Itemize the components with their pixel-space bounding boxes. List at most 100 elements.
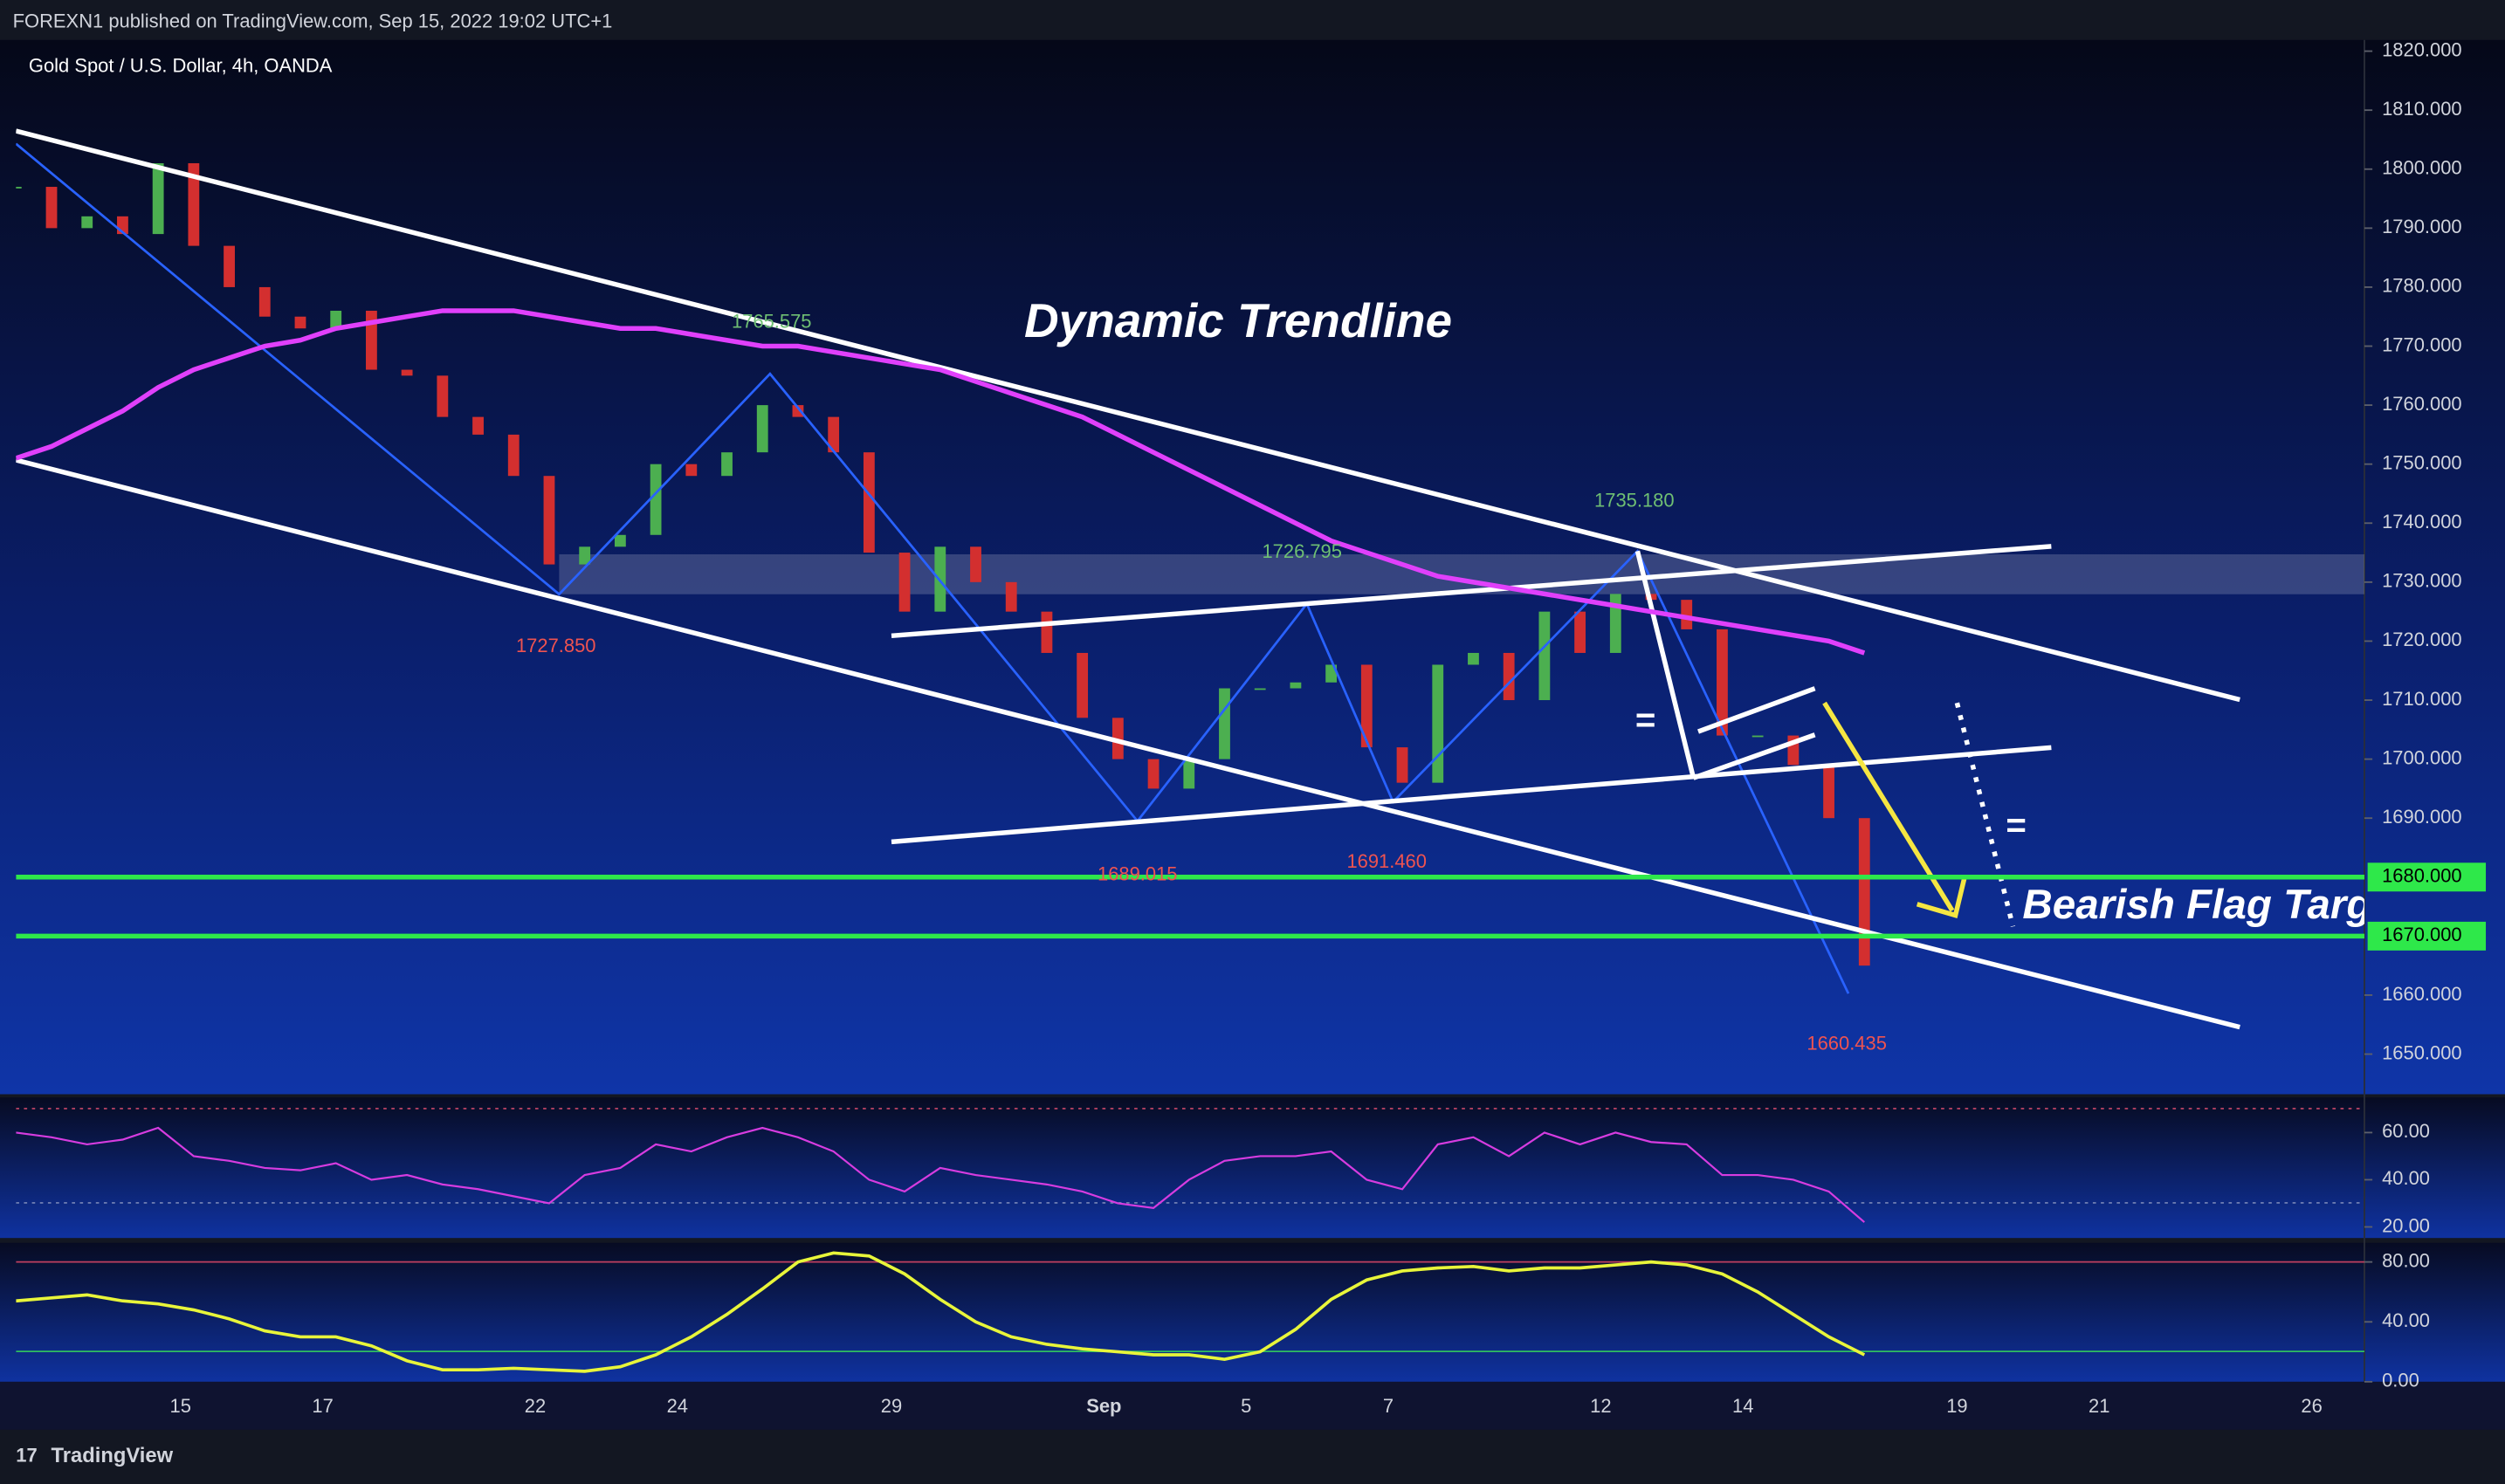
published-line: FOREXN1 published on TradingView.com, Se…: [13, 10, 613, 31]
rsi-pane: [0, 1097, 2505, 1239]
flag-lower: [891, 745, 2052, 845]
candle-body: [1396, 747, 1408, 783]
small-flag-upper: [1697, 686, 1816, 734]
overlay: [16, 308, 2364, 939]
y-tick-label: 20.00: [2382, 1214, 2430, 1236]
price-labels: 1765.575 1727.850 1726.795 1735.180 1689…: [516, 310, 1887, 1054]
x-tick-label: 17: [312, 1395, 333, 1417]
level-tag: [2367, 862, 2487, 892]
candle-body: [828, 416, 840, 453]
candle-body: [224, 245, 235, 287]
candle-body: [437, 375, 449, 417]
measure-dotted: [1954, 702, 2016, 928]
y-tick-label: 80.00: [2382, 1249, 2430, 1271]
candle-body: [543, 476, 555, 565]
drawings: [16, 128, 2240, 1030]
candle-body: [1147, 759, 1160, 789]
candle-body: [1219, 688, 1230, 759]
y-tick-label: 40.00: [2382, 1309, 2430, 1331]
candle-body: [1468, 652, 1479, 665]
candle-body: [579, 546, 591, 565]
upper-trendline: [16, 128, 2240, 703]
candle-body: [1111, 718, 1124, 759]
y-tick-label: 1810.000: [2382, 98, 2461, 120]
moving-average: [16, 308, 1866, 656]
candle-body: [1432, 664, 1444, 783]
y-tick-label: 1720.000: [2382, 629, 2461, 650]
candle-body: [1609, 594, 1621, 653]
candle-body: [81, 216, 93, 229]
main-layer: Dynamic Trendline Bearish Flag Targ = = …: [16, 128, 2371, 1055]
x-tick-label: Sep: [1086, 1395, 1121, 1417]
candle-body: [650, 464, 662, 535]
y-tick-label: 1780.000: [2382, 275, 2461, 297]
stoch-pane: [0, 1242, 2505, 1382]
zigzag-line: [16, 142, 1850, 994]
candle-body: [366, 310, 377, 370]
pivot-label: 1660.435: [1806, 1033, 1886, 1055]
y-tick-label: 1750.000: [2382, 451, 2461, 473]
level-tag-label: 1680.000: [2382, 865, 2461, 887]
y-tick-label: 0.00: [2382, 1370, 2419, 1391]
candle-body: [258, 286, 271, 317]
y-tick-label: 1790.000: [2382, 216, 2461, 237]
candle-body: [1183, 759, 1195, 789]
pivot-label: 1735.180: [1594, 489, 1674, 511]
candle-body: [294, 316, 306, 329]
flag-upper: [891, 544, 2052, 639]
candle-body: [330, 310, 342, 329]
candle-body: [1290, 682, 1302, 689]
lower-trendline: [16, 457, 2240, 1030]
candle-body: [1360, 664, 1373, 748]
candle-body: [507, 434, 520, 477]
candle-body: [1538, 611, 1551, 701]
x-tick-label: 12: [1590, 1395, 1611, 1417]
zigzag: [16, 142, 1850, 994]
x-tick-label: 7: [1383, 1395, 1394, 1417]
x-tick-label: 19: [1946, 1395, 1967, 1417]
annotation: Bearish Flag Targ: [2022, 882, 2371, 928]
candle-body: [863, 452, 875, 553]
date-axis: [0, 1381, 2505, 1430]
candle-body: [721, 452, 733, 477]
y-tick-label: 1770.000: [2382, 333, 2461, 355]
x-tick-label: 14: [1732, 1395, 1753, 1417]
candle-body: [1254, 688, 1266, 690]
candle-body: [1823, 765, 1834, 819]
candle-body: [188, 163, 200, 246]
x-tick-label: 15: [170, 1395, 191, 1417]
pivot-label: 1726.795: [1262, 540, 1341, 562]
candle-body: [1503, 652, 1515, 701]
candle-body: [16, 187, 22, 189]
resistance-zone: [559, 553, 2364, 594]
candle-body: [45, 187, 58, 229]
level-tag-label: 1670.000: [2382, 924, 2461, 945]
x-tick-label: 24: [667, 1395, 688, 1417]
candle-body: [1077, 652, 1089, 718]
candle-body: [756, 405, 768, 453]
candle-body: [1574, 611, 1586, 653]
candle-body: [1005, 581, 1017, 612]
y-tick-label: 40.00: [2382, 1167, 2430, 1189]
pivot-label: 1689.015: [1098, 863, 1177, 885]
pivot-label: 1765.575: [732, 310, 811, 332]
y-tick-label: 1650.000: [2382, 1041, 2461, 1063]
x-tick-label: 22: [525, 1395, 546, 1417]
axes: 1650.000 1660.000 1690.000 1700.000 1710.000…: [170, 38, 2487, 1417]
y-tick-label: 1760.000: [2382, 393, 2461, 415]
candle-body: [1681, 600, 1693, 629]
candle-body: [1041, 611, 1053, 653]
annotation: Dynamic Trendline: [1024, 293, 1452, 347]
candle-body: [1858, 818, 1870, 966]
y-tick-label: 1820.000: [2382, 38, 2461, 60]
small-flag-lower: [1692, 732, 1816, 780]
y-tick-label: 1660.000: [2382, 983, 2461, 1005]
y-tick-label: 1710.000: [2382, 688, 2461, 710]
y-tick-label: 1740.000: [2382, 511, 2461, 532]
footer-brand: TradingView: [52, 1444, 174, 1467]
candle-body: [472, 416, 484, 435]
candle-body: [970, 546, 981, 582]
x-tick-label: 29: [881, 1395, 902, 1417]
pivot-label: 1691.460: [1346, 850, 1426, 872]
